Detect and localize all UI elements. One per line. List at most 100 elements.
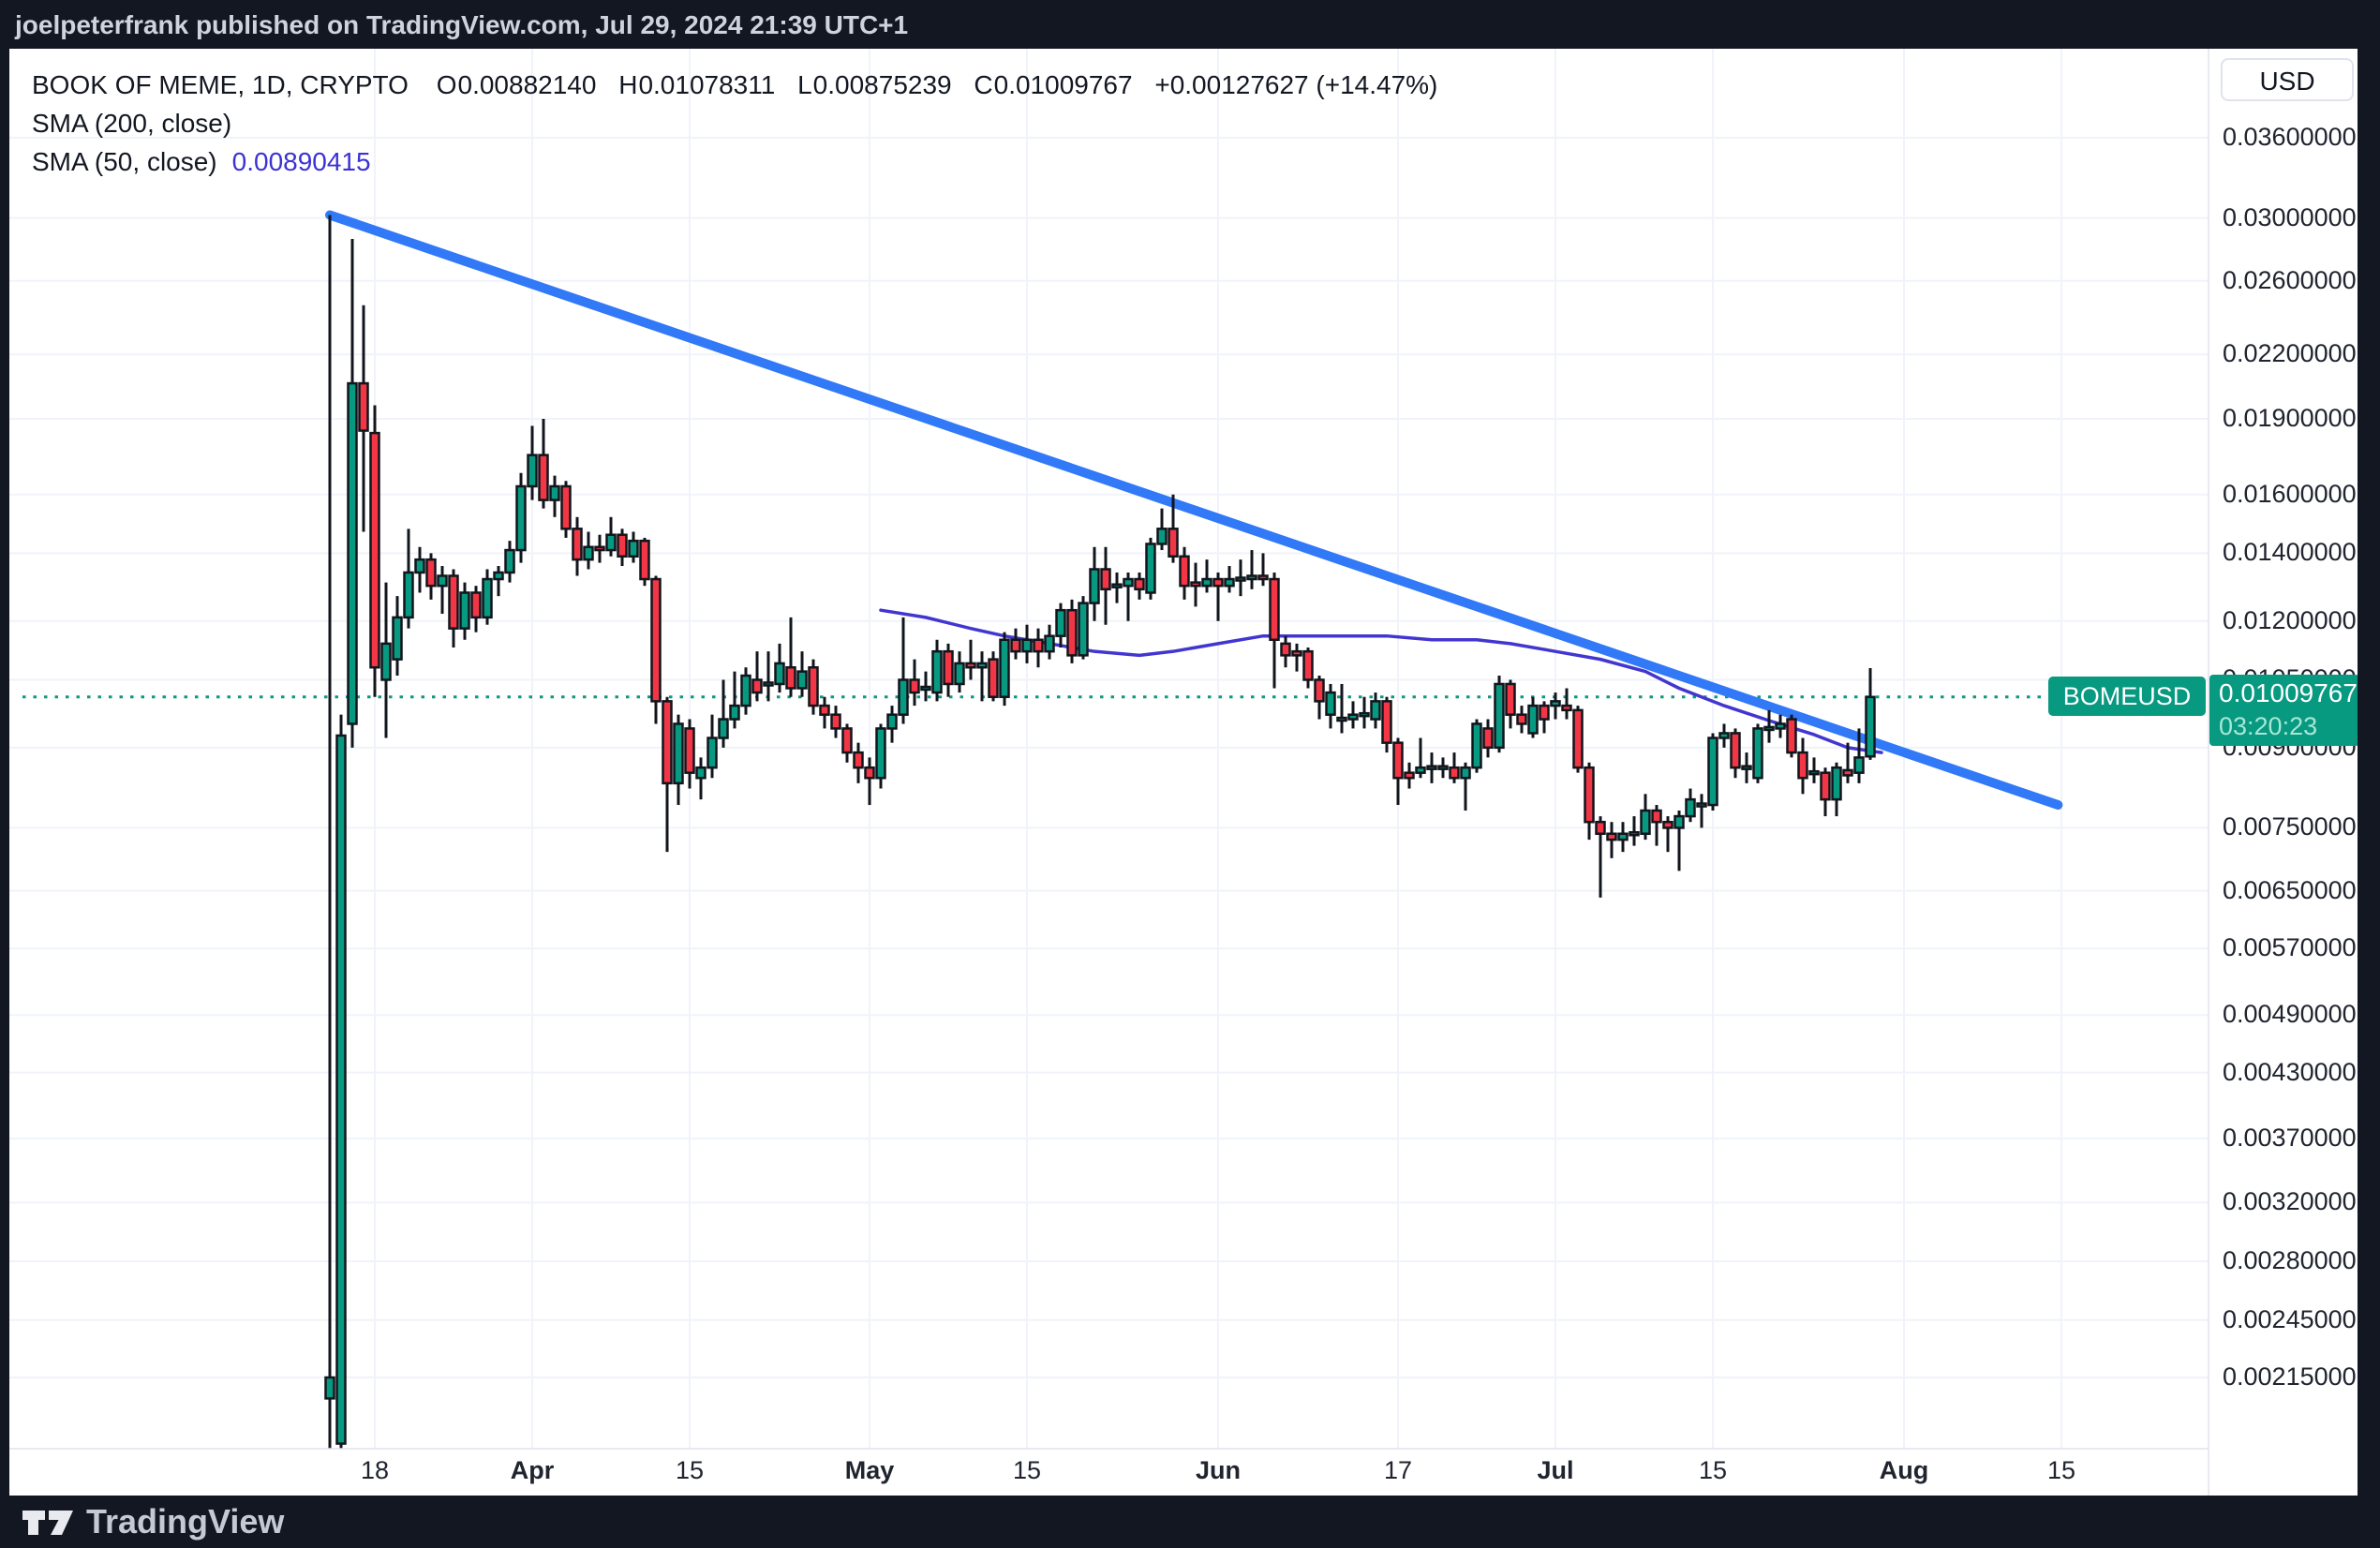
price-tick-label: 0.01600000 <box>2223 479 2357 508</box>
candle-down <box>1212 577 1224 588</box>
candle-up <box>886 713 898 730</box>
candle-up <box>740 674 751 707</box>
candle-down <box>650 577 662 703</box>
candle-down <box>1269 577 1280 642</box>
candle-up <box>729 704 740 721</box>
candle-down <box>1730 732 1741 769</box>
price-tick-label: 0.00370000 <box>2223 1124 2357 1153</box>
candle-down <box>1392 741 1404 780</box>
candle-down <box>1100 568 1111 591</box>
candle-down <box>1584 766 1595 824</box>
plot-area[interactable] <box>9 49 2209 1449</box>
candle-up <box>931 649 943 694</box>
symbol-title: BOOK OF MEME, 1D, CRYPTO <box>32 70 409 99</box>
candle-up <box>515 484 527 552</box>
candle-down <box>751 678 763 694</box>
sma50-row[interactable]: SMA (50, close) 0.00890415 <box>32 146 1437 178</box>
time-tick-label: 15 <box>1698 1456 1728 1484</box>
low-value: 0.00875239 <box>812 70 952 99</box>
chart-legend: BOOK OF MEME, 1D, CRYPTO O0.00882140 H0.… <box>32 69 1437 185</box>
last-price-flag: 0.01009767 03:20:23 <box>2209 675 2358 746</box>
candle-up <box>1685 797 1696 818</box>
sma200-label: SMA (200, close) <box>32 109 232 138</box>
time-tick-label: Aug <box>1879 1456 1929 1484</box>
price-tick-label: 0.03000000 <box>2223 202 2357 231</box>
candle-down <box>572 528 583 561</box>
time-tick-label: Jul <box>1537 1456 1574 1484</box>
candle-up <box>673 722 684 785</box>
sma50-line[interactable] <box>879 608 1883 754</box>
candle-up <box>1044 634 1055 653</box>
candle-up <box>527 454 538 488</box>
price-tick-label: 0.00280000 <box>2223 1246 2357 1274</box>
candle-up <box>1325 691 1336 716</box>
candle-up <box>1763 725 1775 732</box>
candle-down <box>1482 727 1494 750</box>
candle-down <box>1572 708 1584 769</box>
sma50-value: 0.00890415 <box>231 147 371 176</box>
candle-up <box>1156 528 1168 545</box>
candle-up <box>695 766 707 780</box>
candle-up <box>1640 809 1651 835</box>
candle-up <box>1808 769 1820 776</box>
open-label: O <box>436 70 457 99</box>
symbol-ohlc-row[interactable]: BOOK OF MEME, 1D, CRYPTO O0.00882140 H0.… <box>32 69 1437 101</box>
candle-up <box>1437 765 1449 770</box>
candle-down <box>369 431 380 669</box>
candle-down <box>785 665 796 690</box>
change-value: +0.00127627 (+14.47%) <box>1154 70 1438 99</box>
candle-up <box>1359 711 1370 718</box>
price-tick-label: 0.02200000 <box>2223 339 2357 368</box>
candle-down <box>684 727 695 774</box>
candle-up <box>1673 814 1685 829</box>
candle-down <box>819 704 830 716</box>
candle-up <box>1370 700 1381 721</box>
candle-down <box>1168 528 1179 558</box>
last-price-value: 0.01009767 <box>2219 678 2358 707</box>
candle-up <box>1415 766 1426 774</box>
candle-up <box>1235 576 1246 582</box>
candle-down <box>1302 649 1314 681</box>
publish-info-bar: joelpeterfrank published on TradingView.… <box>0 0 2380 49</box>
descending-trendline[interactable] <box>325 210 2063 811</box>
candle-up <box>1201 577 1212 588</box>
candle-up <box>1224 577 1235 588</box>
candle-down <box>639 539 650 581</box>
candle-up <box>1629 830 1640 837</box>
candle-up <box>347 381 358 725</box>
candle-up <box>875 727 886 780</box>
publish-info-text: joelpeterfrank published on TradingView.… <box>15 10 909 39</box>
candle-up <box>380 642 392 681</box>
candle-down <box>1066 608 1078 657</box>
candle-up <box>1055 608 1066 637</box>
candle-up <box>976 662 988 669</box>
time-tick-label: 15 <box>675 1456 705 1484</box>
candle-up <box>1246 574 1257 581</box>
price-tick-label: 0.00570000 <box>2223 933 2357 962</box>
candle-down <box>1190 581 1201 588</box>
tradingview-logo-icon[interactable] <box>21 1503 75 1541</box>
candle-down <box>853 751 864 769</box>
candle-down <box>1280 642 1291 657</box>
chart-panel: BOOK OF MEME, 1D, CRYPTO O0.00882140 H0.… <box>9 49 2358 1496</box>
watermark-brand-text[interactable]: TradingView <box>86 1502 285 1541</box>
time-tick-label: 15 <box>1012 1456 1042 1484</box>
candle-up <box>1494 682 1505 750</box>
price-tick-label: 0.00215000 <box>2223 1362 2357 1392</box>
candle-up <box>459 591 470 630</box>
currency-toggle-button[interactable]: USD <box>2221 58 2354 101</box>
time-tick-label: Apr <box>510 1456 555 1484</box>
time-tick-label: 18 <box>360 1456 390 1484</box>
candle-up <box>1078 602 1089 657</box>
sma200-row[interactable]: SMA (200, close) <box>32 108 1437 140</box>
candle-up <box>1145 543 1156 594</box>
candle-down <box>1449 766 1460 780</box>
chart-surface[interactable] <box>9 49 2358 1496</box>
candle-down <box>1651 809 1662 824</box>
candle-up <box>414 558 425 574</box>
candle-up <box>920 685 931 692</box>
candle-down <box>1404 771 1415 780</box>
candle-down <box>470 591 482 619</box>
price-tick-label: 0.01200000 <box>2223 605 2357 634</box>
candle-up <box>1021 638 1033 653</box>
